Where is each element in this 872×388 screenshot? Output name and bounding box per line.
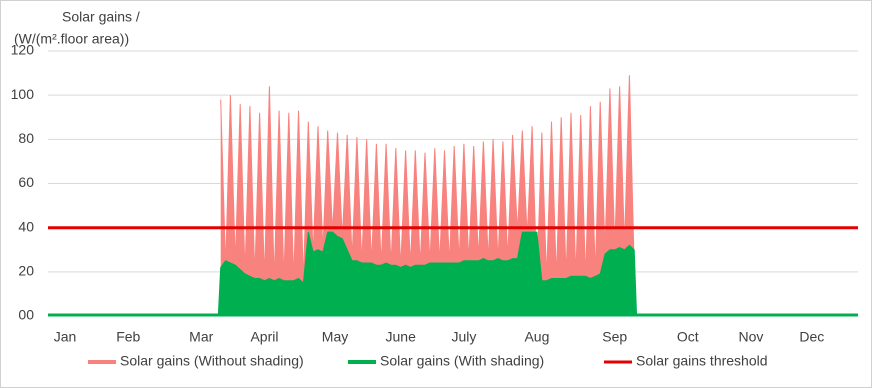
y-tick-label: 20 <box>18 263 34 279</box>
x-tick-label: Nov <box>739 329 764 345</box>
x-tick-label: Sep <box>602 329 627 345</box>
legend-label: Solar gains threshold <box>636 353 768 369</box>
y-tick-label: 40 <box>18 218 34 234</box>
x-tick-label: April <box>250 329 278 345</box>
axes: Solar gains / (W/(m².floor area)) 00 20 40… <box>11 9 825 345</box>
x-tick-label: June <box>386 329 417 345</box>
y-tick-label: 120 <box>11 42 35 58</box>
y-tick-label: 80 <box>18 130 34 146</box>
x-tick-label: Feb <box>116 329 140 345</box>
series-line <box>220 75 635 281</box>
plot-area <box>48 75 858 317</box>
x-tick-label: July <box>451 329 476 345</box>
x-tick-label: Jan <box>54 329 77 345</box>
x-tick-label: Aug <box>524 329 549 345</box>
area-fill <box>48 232 858 316</box>
legend-label: Solar gains (With shading) <box>380 353 544 369</box>
y-axis-title: (W/(m².floor area)) <box>14 31 129 47</box>
series-line <box>48 231 858 317</box>
legend: Solar gains (Without shading) Solar gains… <box>88 353 768 369</box>
y-tick-label: 60 <box>18 174 34 190</box>
x-tick-label: Mar <box>189 329 213 345</box>
x-tick-label: Oct <box>677 329 699 345</box>
y-axis-title: Solar gains / <box>62 9 140 25</box>
x-tick-label: May <box>322 329 348 345</box>
y-tick-label: 00 <box>18 307 34 323</box>
legend-label: Solar gains (Without shading) <box>120 353 304 369</box>
y-tick-label: 100 <box>11 86 35 102</box>
x-tick-label: Dec <box>799 329 824 345</box>
